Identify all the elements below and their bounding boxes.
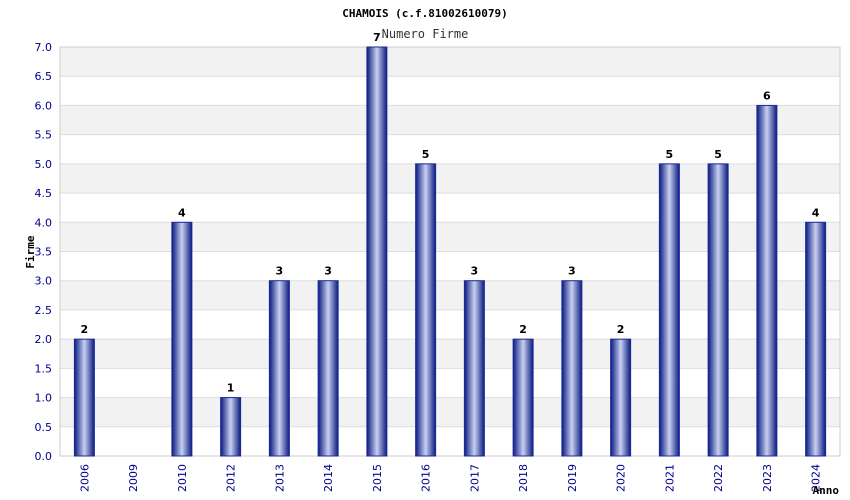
x-tick-label: 2006 — [78, 464, 91, 492]
y-tick-label: 5.0 — [35, 158, 53, 171]
y-tick-label: 2.0 — [35, 333, 53, 346]
data-label-2015: 7 — [373, 31, 381, 44]
chart-title: CHAMOIS (c.f.81002610079) — [342, 7, 508, 20]
x-tick-label: 2014 — [322, 464, 335, 492]
x-axis-ticks: 2006 2009 2010 2012 2013 2014 2015 2016 2017 2018… — [78, 464, 822, 492]
data-label-2013: 3 — [276, 265, 284, 278]
x-tick-label: 2009 — [127, 464, 140, 492]
bar-2022 — [707, 163, 729, 457]
bar-2020 — [610, 338, 632, 457]
y-tick-label: 6.5 — [35, 70, 53, 83]
plot-frame — [59, 46, 841, 457]
bar-2023 — [756, 104, 778, 457]
y-tick-label: 3.5 — [35, 246, 53, 259]
bar-2024 — [805, 221, 827, 457]
bar-2021 — [658, 163, 680, 457]
grid-band — [60, 105, 840, 135]
y-tick-label: 3.0 — [35, 275, 53, 288]
grid-band — [60, 47, 840, 77]
bar-2014 — [317, 280, 339, 457]
bars — [73, 46, 827, 457]
data-label-2018: 2 — [519, 323, 527, 336]
bar-2018 — [512, 338, 534, 457]
x-tick-label: 2021 — [663, 464, 676, 492]
x-tick-label: 2020 — [615, 464, 628, 492]
x-tick-label: 2022 — [712, 464, 725, 492]
x-tick-label: 2018 — [517, 464, 530, 492]
bar-2012 — [220, 397, 242, 457]
x-axis-label: Anno — [813, 484, 840, 497]
y-tick-label: 2.5 — [35, 304, 53, 317]
data-label-2016: 5 — [422, 148, 430, 161]
data-label-2024: 4 — [812, 206, 820, 219]
y-axis-ticks: 0.0 0.5 1.0 1.5 2.0 2.5 3.0 3.5 4.0 4.5 5.0 5.5 6.0 6… — [35, 41, 53, 463]
x-tick-label: 2012 — [225, 464, 238, 492]
bar-2019 — [561, 280, 583, 457]
x-tick-label: 2017 — [468, 464, 481, 492]
x-tick-label: 2023 — [761, 464, 774, 492]
data-label-2020: 2 — [617, 323, 625, 336]
bar-2017 — [463, 280, 485, 457]
y-tick-label: 6.0 — [35, 99, 53, 112]
x-tick-label: 2010 — [176, 464, 189, 492]
bar-2016 — [415, 163, 437, 457]
y-tick-label: 5.5 — [35, 129, 53, 142]
x-tick-label: 2016 — [420, 464, 433, 492]
y-tick-label: 1.5 — [35, 362, 53, 375]
x-tick-label: 2015 — [371, 464, 384, 492]
data-label-2010: 4 — [178, 206, 186, 219]
bar-2013 — [268, 280, 290, 457]
y-tick-label: 0.0 — [35, 450, 53, 463]
data-label-2006: 2 — [81, 323, 89, 336]
bar-2006 — [73, 338, 95, 457]
data-label-2017: 3 — [471, 265, 479, 278]
y-axis-label: Firme — [24, 235, 37, 268]
bar-2015 — [366, 46, 388, 457]
bar-2010 — [171, 221, 193, 457]
y-tick-label: 4.5 — [35, 187, 53, 200]
data-label-2023: 6 — [763, 89, 771, 102]
x-tick-label: 2024 — [810, 464, 823, 492]
y-tick-label: 1.0 — [35, 392, 53, 405]
chart-subtitle: Numero Firme — [382, 27, 469, 41]
y-tick-label: 0.5 — [35, 421, 53, 434]
x-tick-label: 2019 — [566, 464, 579, 492]
data-label-2022: 5 — [714, 148, 722, 161]
y-tick-label: 7.0 — [35, 41, 53, 54]
x-tick-label: 2013 — [273, 464, 286, 492]
y-tick-label: 4.0 — [35, 216, 53, 229]
data-label-2019: 3 — [568, 265, 576, 278]
data-label-2012: 1 — [227, 382, 235, 395]
data-labels: 2 4 1 3 3 7 5 3 2 3 2 5 5 6 4 — [81, 31, 820, 395]
data-label-2014: 3 — [324, 265, 332, 278]
data-label-2021: 5 — [666, 148, 674, 161]
